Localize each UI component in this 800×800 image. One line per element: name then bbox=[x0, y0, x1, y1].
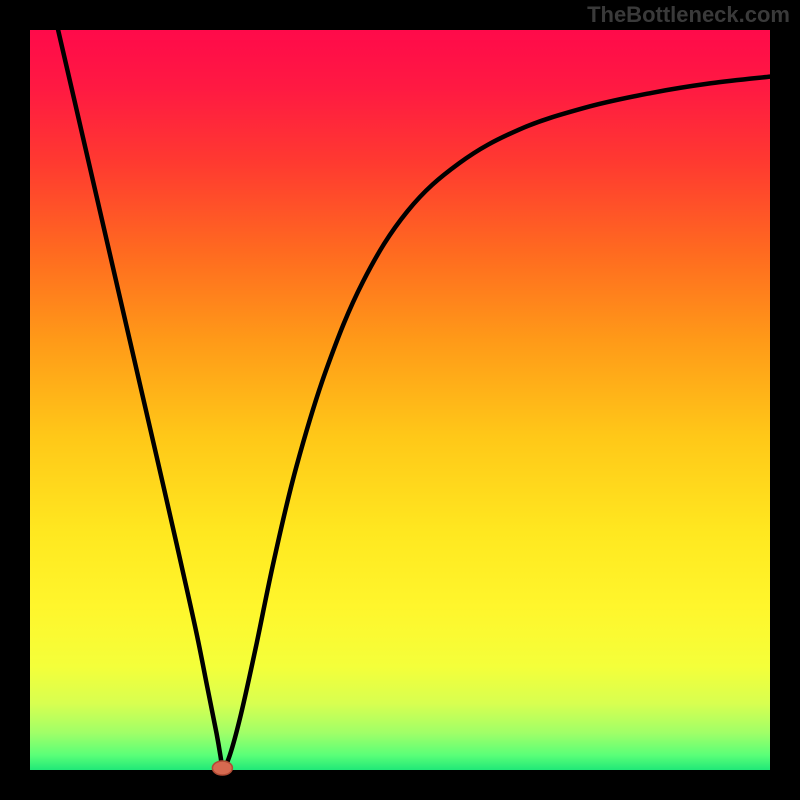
bottleneck-curve bbox=[58, 30, 770, 770]
chart-curve-layer bbox=[30, 30, 770, 770]
watermark-text: TheBottleneck.com bbox=[587, 2, 790, 28]
minimum-marker bbox=[212, 761, 232, 775]
